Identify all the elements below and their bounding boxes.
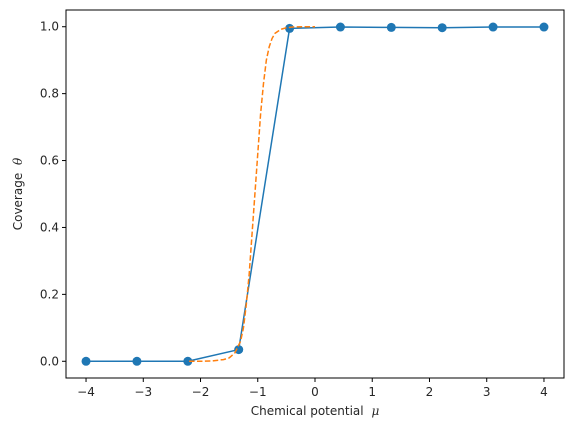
- y-tick-label: 0.6: [40, 154, 59, 168]
- y-tick-label: 0.0: [40, 354, 59, 368]
- x-axis-label: Chemical potential μ: [251, 404, 380, 418]
- series-0-point: [488, 22, 498, 32]
- series-0-point: [234, 345, 244, 355]
- x-tick-label: 3: [483, 385, 491, 399]
- series-0-point: [183, 356, 193, 366]
- axes-frame: [65, 9, 565, 379]
- x-tick-label: 1: [368, 385, 376, 399]
- series-0-point: [335, 22, 345, 32]
- series-1-line: [189, 25, 315, 363]
- y-axis-label-symbol: θ: [11, 157, 25, 165]
- y-tick-label: 0.2: [40, 287, 59, 301]
- x-tick-label: −2: [192, 385, 210, 399]
- series-0-point: [386, 22, 396, 32]
- series-0-point: [81, 356, 91, 366]
- x-axis-label-text: Chemical potential: [251, 404, 364, 418]
- x-tick-label: −4: [77, 385, 95, 399]
- series-layer: [81, 22, 549, 366]
- x-tick-label: 0: [311, 385, 319, 399]
- series-0-point: [132, 356, 142, 366]
- series-0-point: [437, 23, 447, 33]
- series-0-line: [86, 26, 544, 363]
- x-axis-label-symbol: μ: [371, 404, 379, 418]
- x-tick-label: 2: [426, 385, 434, 399]
- y-axis-label-text: Coverage: [11, 173, 25, 231]
- x-axis-ticks: −4 −3 −2 −1 0 1 2 3 4: [77, 378, 548, 399]
- y-tick-label: 1.0: [40, 20, 59, 34]
- y-axis-label: Coverage θ: [11, 157, 25, 230]
- x-tick-label: 4: [540, 385, 548, 399]
- series-0-point: [285, 23, 295, 33]
- x-tick-label: −3: [134, 385, 152, 399]
- y-tick-label: 0.8: [40, 87, 59, 101]
- y-tick-label: 0.4: [40, 220, 59, 234]
- series-0-point: [539, 22, 549, 32]
- y-axis-ticks: 0.0 0.2 0.4 0.6 0.8 1.0: [40, 20, 66, 368]
- x-tick-label: −1: [249, 385, 267, 399]
